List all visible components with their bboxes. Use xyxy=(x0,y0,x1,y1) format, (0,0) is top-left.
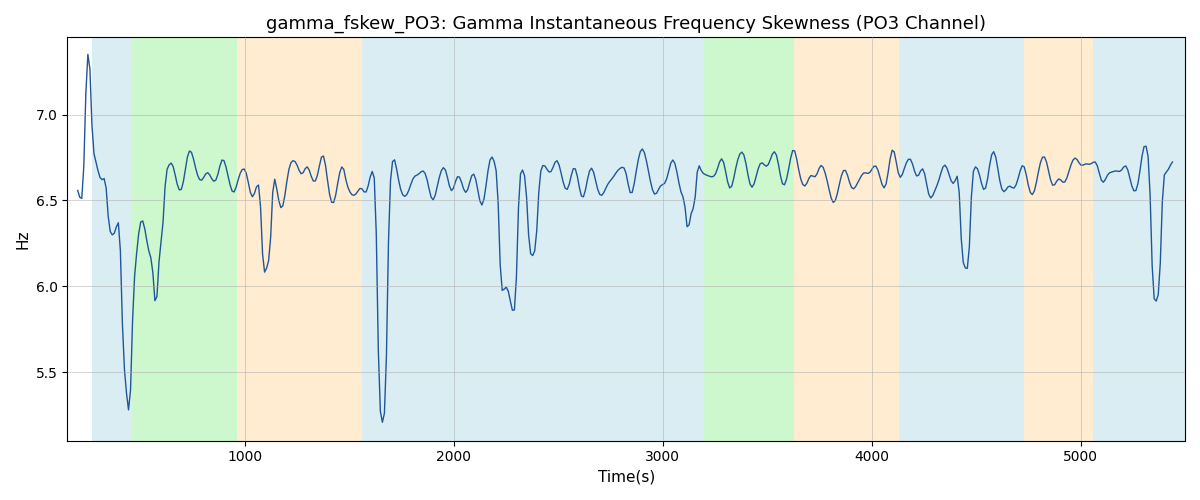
Bar xyxy=(1024,38,1093,440)
Bar xyxy=(704,38,794,440)
Title: gamma_fskew_PO3: Gamma Instantaneous Frequency Skewness (PO3 Channel): gamma_fskew_PO3: Gamma Instantaneous Fre… xyxy=(266,15,986,34)
Bar xyxy=(1093,38,1186,440)
Bar xyxy=(132,38,236,440)
Bar xyxy=(362,38,676,440)
Bar xyxy=(236,38,362,440)
Bar xyxy=(899,38,1024,440)
Bar xyxy=(676,38,704,440)
X-axis label: Time(s): Time(s) xyxy=(598,470,655,485)
Y-axis label: Hz: Hz xyxy=(16,230,30,249)
Bar xyxy=(92,38,132,440)
Bar xyxy=(794,38,899,440)
